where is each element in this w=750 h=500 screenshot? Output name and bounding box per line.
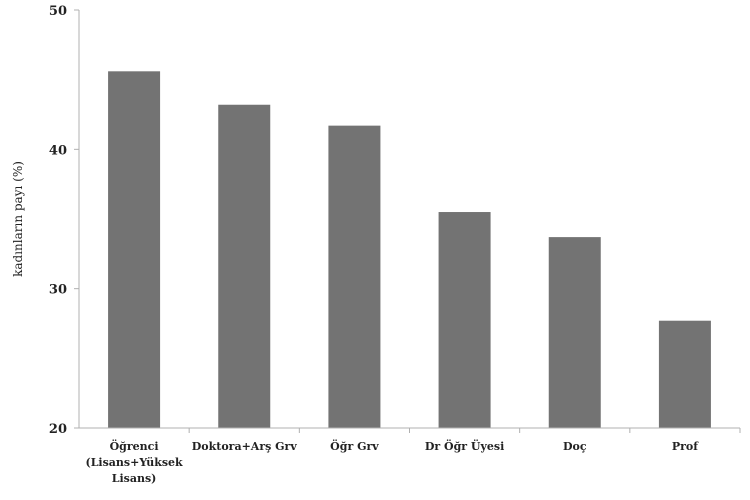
bar <box>438 212 491 428</box>
x-tick-label: Doktora+Arş Grv <box>192 440 298 453</box>
y-tick-label: 20 <box>49 422 67 437</box>
y-tick-label: 40 <box>49 143 67 158</box>
bar <box>658 320 711 428</box>
y-axis-label: kadınların payı (%) <box>11 161 25 277</box>
y-axis-ticks: 20 30 40 50 <box>49 4 79 437</box>
x-tick-label: Doç <box>563 440 587 453</box>
bar <box>548 237 601 428</box>
bar <box>108 71 161 428</box>
x-tick-label: Öğr Grv <box>330 439 379 453</box>
bar <box>328 125 381 428</box>
y-tick-label: 50 <box>49 4 67 19</box>
y-tick-label: 30 <box>49 283 67 298</box>
bars <box>108 71 711 428</box>
x-axis-labels: Öğrenci (Lisans+Yüksek Lisans) Doktora+Arş … <box>85 428 741 485</box>
x-tick-label: Prof <box>672 440 699 453</box>
bar <box>218 104 271 428</box>
x-tick-label: Dr Öğr Üyesi <box>425 439 504 453</box>
x-tick-label: Öğrenci (Lisans+Yüksek Lisans) <box>85 439 183 485</box>
